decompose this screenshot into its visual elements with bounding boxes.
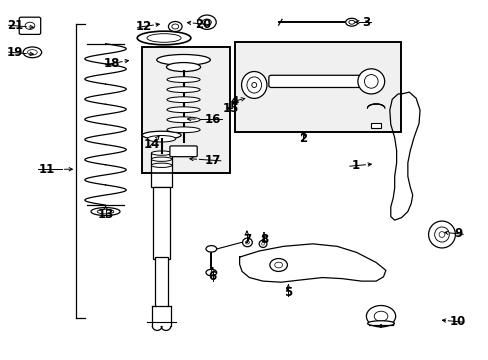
Ellipse shape <box>205 246 216 252</box>
Text: 10: 10 <box>449 315 465 328</box>
Ellipse shape <box>261 243 264 245</box>
Ellipse shape <box>166 117 200 123</box>
Circle shape <box>168 22 182 32</box>
Text: 17: 17 <box>204 154 221 167</box>
Bar <box>370 123 380 128</box>
Ellipse shape <box>245 241 249 244</box>
Ellipse shape <box>151 151 171 155</box>
FancyBboxPatch shape <box>169 146 197 157</box>
Ellipse shape <box>251 82 256 87</box>
Ellipse shape <box>27 50 37 55</box>
FancyBboxPatch shape <box>19 17 41 35</box>
Ellipse shape <box>23 47 41 58</box>
Ellipse shape <box>147 135 175 142</box>
Ellipse shape <box>166 127 200 133</box>
Ellipse shape <box>202 19 211 26</box>
Circle shape <box>366 306 395 327</box>
Ellipse shape <box>246 77 261 93</box>
Ellipse shape <box>151 157 171 161</box>
Ellipse shape <box>348 20 354 24</box>
Text: 5: 5 <box>284 287 292 300</box>
Text: 19: 19 <box>7 46 23 59</box>
Text: 16: 16 <box>204 113 221 126</box>
Text: 15: 15 <box>222 102 239 115</box>
Bar <box>234 42 400 132</box>
Ellipse shape <box>142 131 181 139</box>
Ellipse shape <box>166 77 200 82</box>
Text: 4: 4 <box>230 95 238 108</box>
Text: 6: 6 <box>208 270 217 283</box>
Ellipse shape <box>364 75 377 88</box>
Ellipse shape <box>166 87 200 93</box>
Bar <box>142 47 229 173</box>
Text: 20: 20 <box>195 18 211 31</box>
Text: 7: 7 <box>243 233 250 246</box>
Ellipse shape <box>147 34 181 42</box>
Bar <box>142 47 229 173</box>
Ellipse shape <box>205 269 216 276</box>
Text: 14: 14 <box>143 138 160 150</box>
Bar <box>151 153 172 187</box>
Ellipse shape <box>367 321 394 326</box>
Circle shape <box>274 262 282 268</box>
Ellipse shape <box>157 54 210 65</box>
Circle shape <box>269 258 287 271</box>
Circle shape <box>171 24 178 29</box>
Ellipse shape <box>357 69 384 94</box>
Ellipse shape <box>427 221 454 248</box>
Ellipse shape <box>438 231 444 237</box>
Text: 21: 21 <box>7 19 23 32</box>
FancyBboxPatch shape <box>268 75 370 87</box>
Circle shape <box>25 22 35 30</box>
Text: 1: 1 <box>351 159 359 172</box>
Ellipse shape <box>166 107 200 113</box>
Ellipse shape <box>242 238 252 247</box>
Text: 8: 8 <box>259 233 267 246</box>
Text: 11: 11 <box>39 163 55 176</box>
Circle shape <box>373 311 387 321</box>
Ellipse shape <box>151 163 171 167</box>
Ellipse shape <box>197 15 216 30</box>
Text: 18: 18 <box>103 57 120 70</box>
Ellipse shape <box>345 18 357 26</box>
Text: 3: 3 <box>362 16 370 29</box>
Text: 2: 2 <box>298 132 306 145</box>
Ellipse shape <box>241 72 266 98</box>
Ellipse shape <box>166 63 200 72</box>
Ellipse shape <box>259 240 266 247</box>
Ellipse shape <box>434 227 448 242</box>
Bar <box>155 257 167 306</box>
Bar <box>153 187 170 259</box>
Ellipse shape <box>166 97 200 103</box>
Text: 12: 12 <box>135 20 151 33</box>
Bar <box>234 42 400 132</box>
Ellipse shape <box>137 31 190 45</box>
Text: 9: 9 <box>453 227 461 240</box>
Text: 13: 13 <box>97 208 113 221</box>
